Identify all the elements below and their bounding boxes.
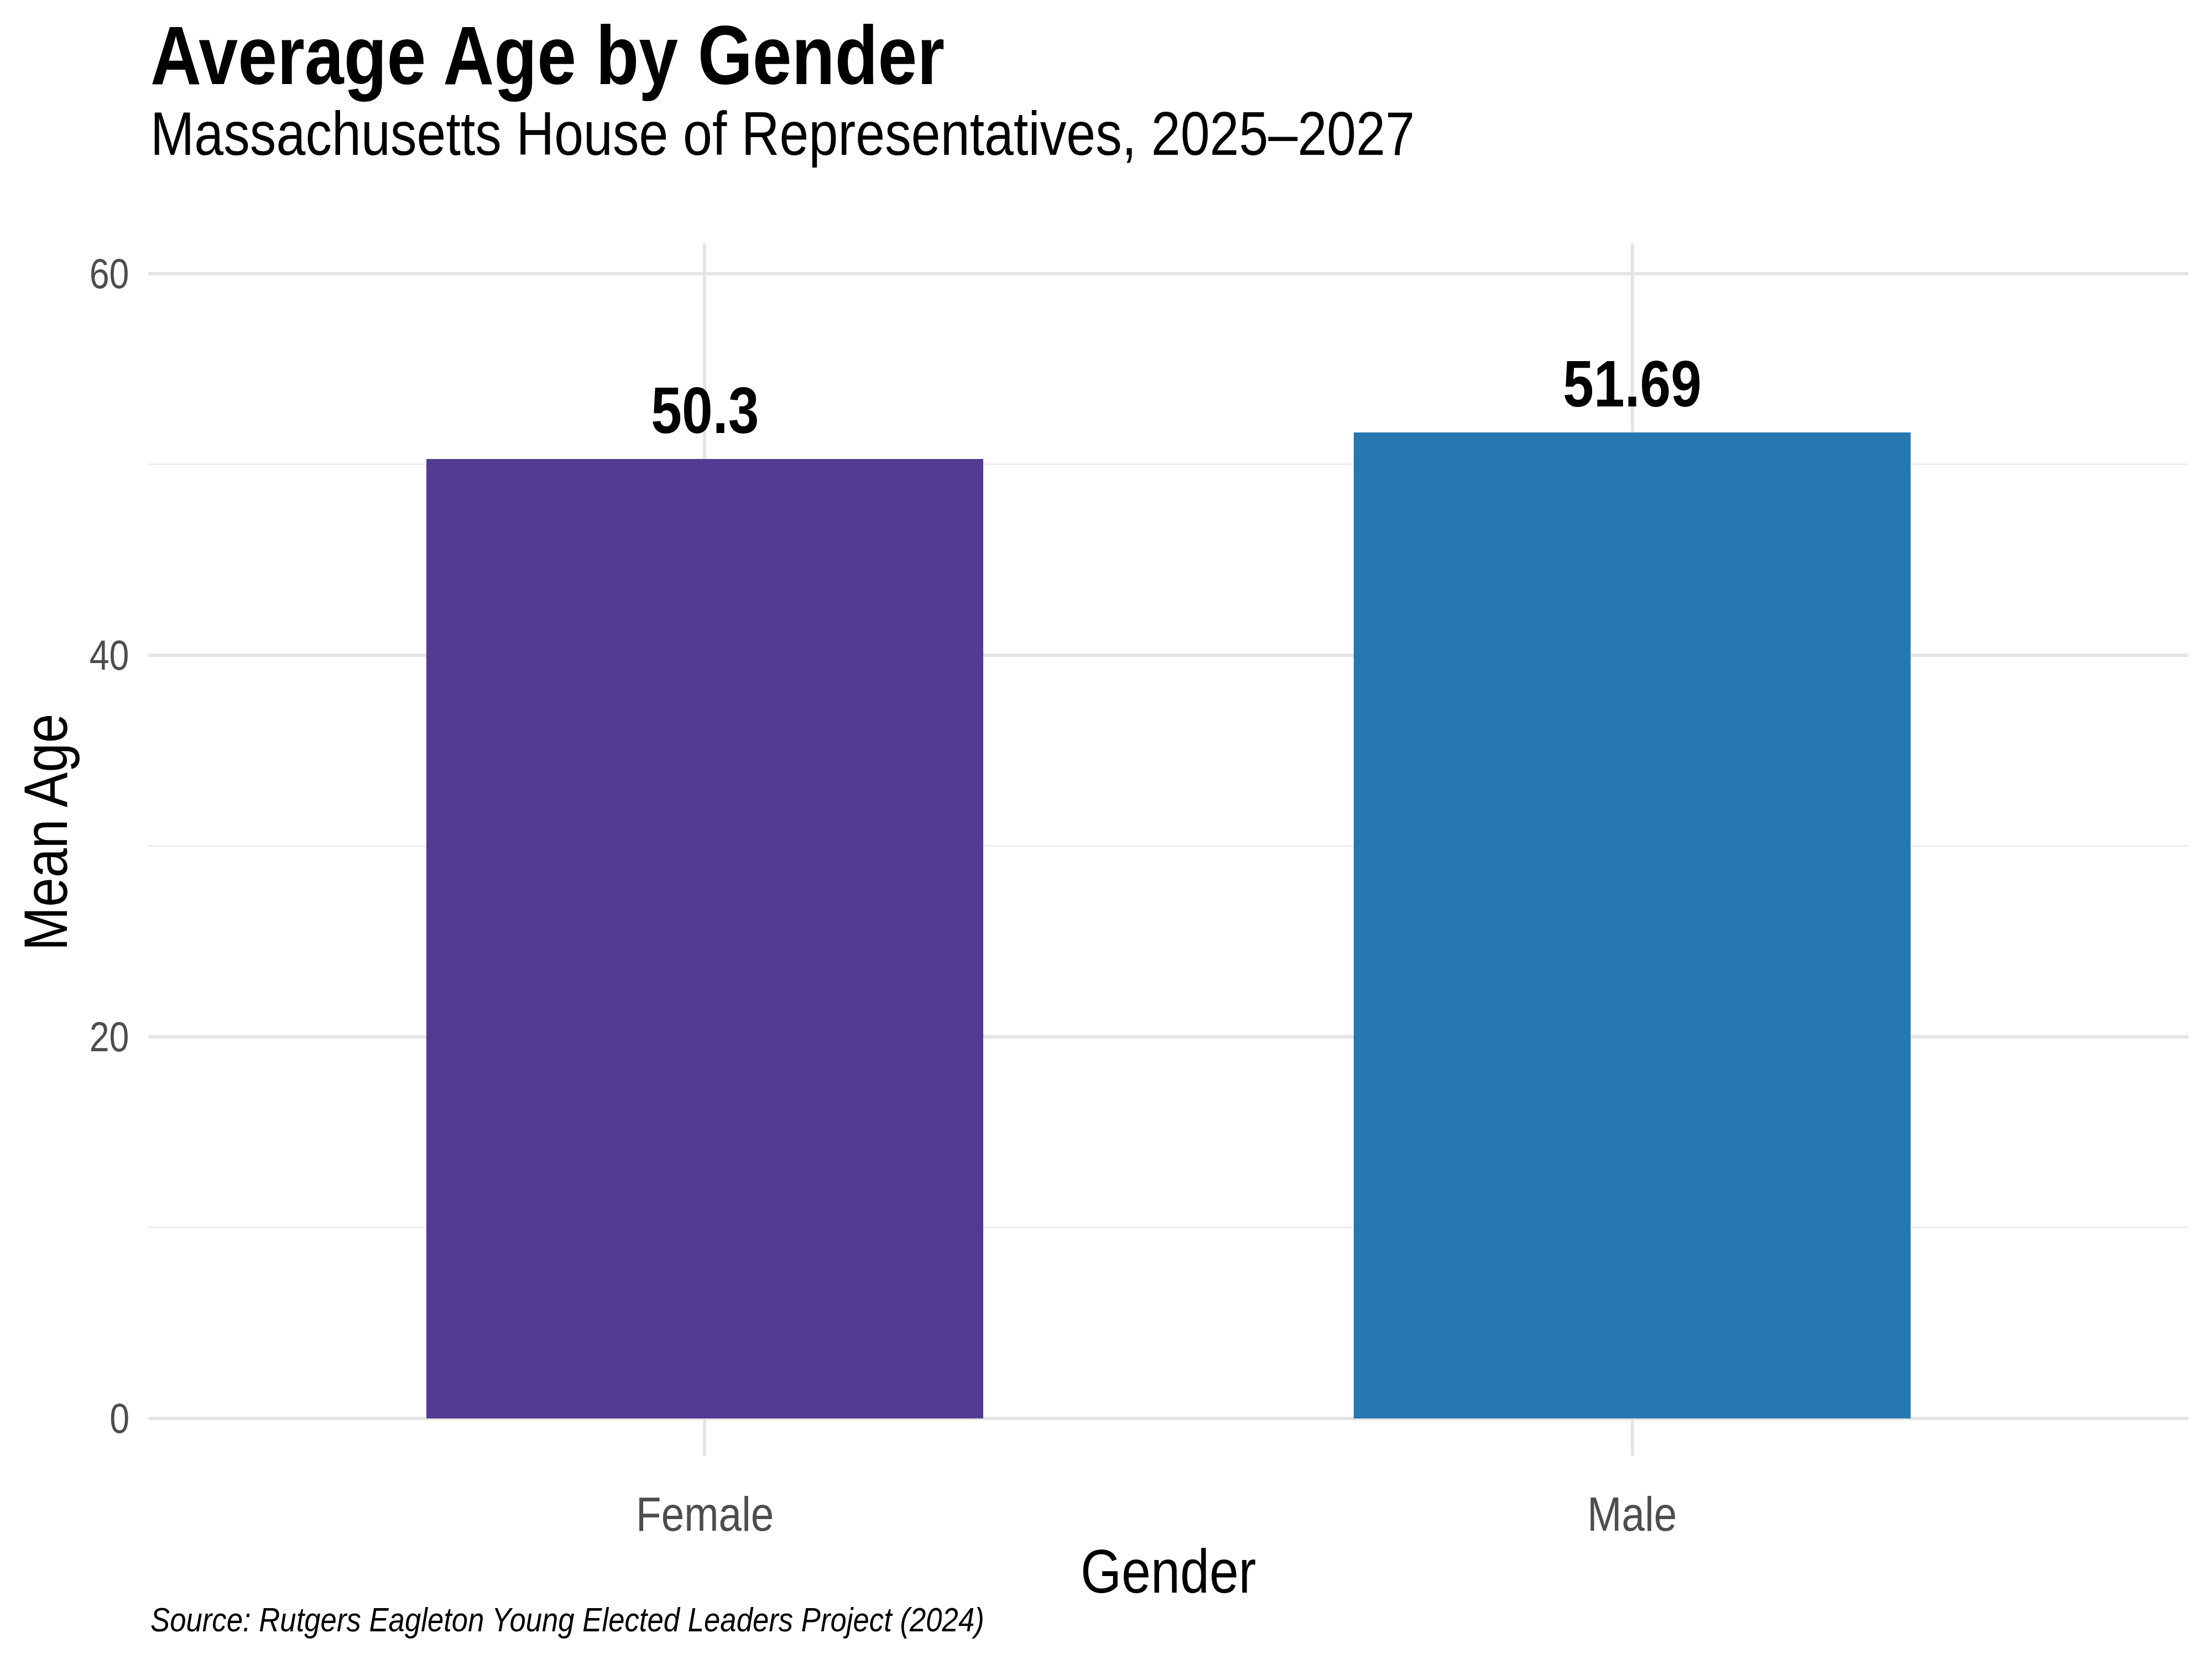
x-tick-label-male: Male (1411, 1486, 1854, 1542)
y-tick-label-text: 20 (90, 1015, 129, 1059)
y-tick-label: 40 (0, 633, 129, 677)
chart-caption-text: Source: Rutgers Eagleton Young Elected L… (150, 1599, 984, 1640)
bar-chart-figure: Average Age by Gender Massachusetts Hous… (0, 0, 2212, 1659)
chart-caption: Source: Rutgers Eagleton Young Elected L… (150, 1599, 1131, 1640)
x-tick-label-female: Female (483, 1486, 926, 1542)
y-tick-label-text: 60 (90, 252, 129, 296)
bar-value-label-text: 51.69 (1563, 345, 1702, 422)
y-tick-label-text: 40 (90, 633, 129, 677)
x-tick-label-text: Female (636, 1486, 774, 1542)
chart-subtitle-text: Massachusetts House of Representatives, … (150, 98, 1415, 170)
chart-subtitle: Massachusetts House of Representatives, … (150, 98, 1638, 170)
x-axis-title-text: Gender (1081, 1536, 1256, 1608)
y-axis-title-text: Mean Age (10, 714, 81, 951)
major-gridline (148, 272, 2189, 275)
bar-value-label: 50.3 (483, 372, 926, 449)
x-axis-title: Gender (148, 1536, 2189, 1608)
chart-title: Average Age by Gender (150, 8, 1084, 103)
bar-value-label: 51.69 (1411, 345, 1854, 422)
y-tick-label: 60 (0, 252, 129, 296)
y-tick-label-text: 0 (109, 1396, 129, 1441)
y-tick-label: 20 (0, 1015, 129, 1059)
bar-value-label-text: 50.3 (651, 372, 759, 449)
chart-title-text: Average Age by Gender (150, 8, 945, 103)
y-tick-label: 0 (0, 1396, 129, 1441)
bar-female (426, 459, 983, 1418)
x-tick-label-text: Male (1588, 1486, 1677, 1542)
bar-male (1354, 432, 1910, 1418)
